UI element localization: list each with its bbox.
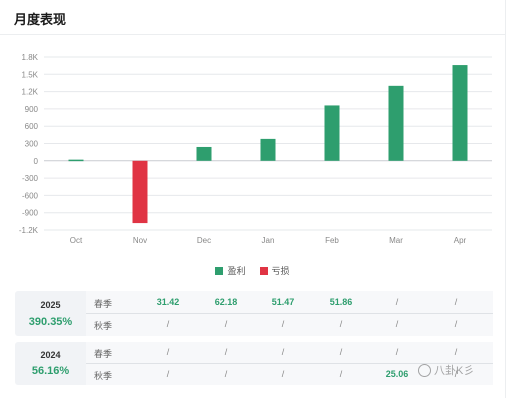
season-cell: / <box>281 319 285 329</box>
bar-nov[interactable] <box>132 160 148 224</box>
x-tick-label: Apr <box>454 236 467 245</box>
bar-jan[interactable] <box>260 138 276 161</box>
y-tick-label: 900 <box>25 105 39 114</box>
season-cell: / <box>281 347 285 357</box>
x-tick-label: Oct <box>70 236 83 245</box>
watermark-logo-icon <box>418 363 431 377</box>
y-tick-label: -600 <box>22 191 39 200</box>
season-cell: / <box>395 297 399 307</box>
season-cell: / <box>281 369 285 379</box>
y-tick-label: -900 <box>22 209 39 218</box>
season-cell: 25.06 <box>385 369 409 379</box>
season-row: 春季 31.42 62.18 51.47 51.86 / / <box>86 292 493 314</box>
season-label: 秋季 <box>94 321 113 331</box>
y-tick-label: 600 <box>25 122 39 131</box>
watermark-text: 八卦K彡 <box>434 365 475 377</box>
x-tick-label: Jan <box>262 236 275 245</box>
season-cell: / <box>224 369 228 379</box>
season-cell: / <box>454 319 458 329</box>
bar-mar[interactable] <box>388 85 404 161</box>
legend-item-loss[interactable]: 亏损 <box>259 264 290 277</box>
bar-feb[interactable] <box>324 105 340 161</box>
y-tick-label: 1.8K <box>22 53 39 62</box>
y-tick-label: 300 <box>25 140 39 149</box>
year-summary-2025: 2025 390.35% 春季 31.42 62.18 51.47 51.86 … <box>15 291 493 336</box>
year-return-pct: 56.16% <box>31 365 70 377</box>
season-cell: / <box>166 319 170 329</box>
legend-swatch-loss <box>259 266 268 275</box>
y-tick-label: -300 <box>22 174 39 183</box>
season-cell: 51.47 <box>271 297 295 307</box>
y-tick-label: -1.2K <box>19 226 39 235</box>
x-tick-label: Dec <box>197 236 211 245</box>
season-row: 秋季 / / / / 25.06 / <box>86 364 493 385</box>
bar-oct[interactable] <box>68 159 84 162</box>
year-summary-2024: 2024 56.16% 春季 / / / / / / 秋季 / / / / 25… <box>15 342 493 385</box>
season-cell: / <box>395 347 399 357</box>
year-summary-left: 2024 56.16% <box>15 342 86 385</box>
year-label: 2024 <box>40 350 61 360</box>
season-row: 秋季 / / / / / / <box>86 314 493 335</box>
season-cell: 51.86 <box>329 297 353 307</box>
bar-apr[interactable] <box>452 65 468 161</box>
season-cell: / <box>339 369 343 379</box>
x-tick-label: Nov <box>133 236 147 245</box>
season-rows: 春季 / / / / / / 秋季 / / / / 25.06 / <box>86 342 493 385</box>
watermark: 八卦K彡 <box>418 362 474 378</box>
x-tick-label: Feb <box>325 236 339 245</box>
year-return-pct: 390.35% <box>28 316 73 328</box>
season-label: 春季 <box>94 349 113 359</box>
season-cell: / <box>339 347 343 357</box>
season-cell: / <box>454 297 458 307</box>
season-cell: / <box>395 319 399 329</box>
card-header: 月度表现 <box>0 0 505 35</box>
season-label: 春季 <box>94 299 113 309</box>
season-cell: / <box>339 319 343 329</box>
y-tick-label: 1.2K <box>22 88 39 97</box>
season-cell: / <box>454 369 458 379</box>
legend-swatch-profit <box>215 266 224 275</box>
year-label: 2025 <box>40 300 61 310</box>
season-cell: / <box>166 347 170 357</box>
legend-label-loss: 亏损 <box>271 266 290 276</box>
season-label: 秋季 <box>94 371 113 381</box>
legend-item-profit[interactable]: 盈利 <box>215 264 246 277</box>
x-tick-label: Mar <box>389 236 403 245</box>
season-cell: / <box>454 347 458 357</box>
season-cell: / <box>166 369 170 379</box>
bar-dec[interactable] <box>196 146 212 161</box>
legend-label-profit: 盈利 <box>227 266 246 276</box>
card-title: 月度表现 <box>14 12 67 27</box>
year-summary-left: 2025 390.35% <box>15 291 86 336</box>
y-tick-label: 0 <box>34 157 39 166</box>
chart-legend: 盈利 亏损 <box>0 264 505 277</box>
y-tick-label: 1.5K <box>22 70 39 79</box>
monthly-bar-chart: 1.8K 1.5K 1.2K 900 600 300 0 -300 -600 -900 -1.2K O… <box>19 53 492 245</box>
season-cell: 31.42 <box>156 297 180 307</box>
season-cell: / <box>224 347 228 357</box>
season-cell: / <box>224 319 228 329</box>
season-rows: 春季 31.42 62.18 51.47 51.86 / / 秋季 / / / … <box>86 291 493 336</box>
season-cell: 62.18 <box>214 297 238 307</box>
season-row: 春季 / / / / / / <box>86 342 493 364</box>
